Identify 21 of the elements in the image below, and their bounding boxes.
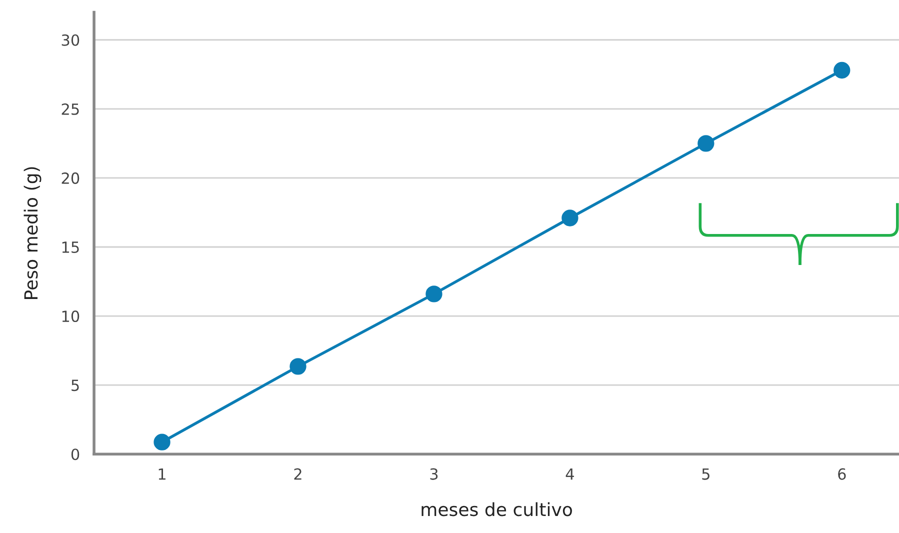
point xyxy=(154,434,170,450)
x-tick-label: 4 xyxy=(566,468,574,480)
y-tick-label: 5 xyxy=(72,380,79,392)
x-tick-label: 1 xyxy=(158,468,166,480)
point xyxy=(426,286,442,302)
point xyxy=(834,62,850,79)
x-tick-label: 5 xyxy=(702,468,710,480)
y-tick-label: 15 xyxy=(62,242,79,254)
y-tick-label: 10 xyxy=(62,310,80,322)
x-tick-label: 3 xyxy=(430,468,438,480)
x-tick-label: 2 xyxy=(294,468,302,480)
y-tick-label: 25 xyxy=(62,103,79,115)
point xyxy=(698,135,714,152)
point xyxy=(562,210,578,226)
x-axis-title: meses de cultivo xyxy=(422,502,572,516)
y-tick-label: 20 xyxy=(62,172,80,184)
y-axis-title: Peso medio (g) xyxy=(24,167,42,299)
y-tick-label: 30 xyxy=(62,34,80,46)
y-tick-label: 0 xyxy=(71,448,80,460)
point xyxy=(290,358,306,375)
x-tick-label: 6 xyxy=(838,468,846,480)
